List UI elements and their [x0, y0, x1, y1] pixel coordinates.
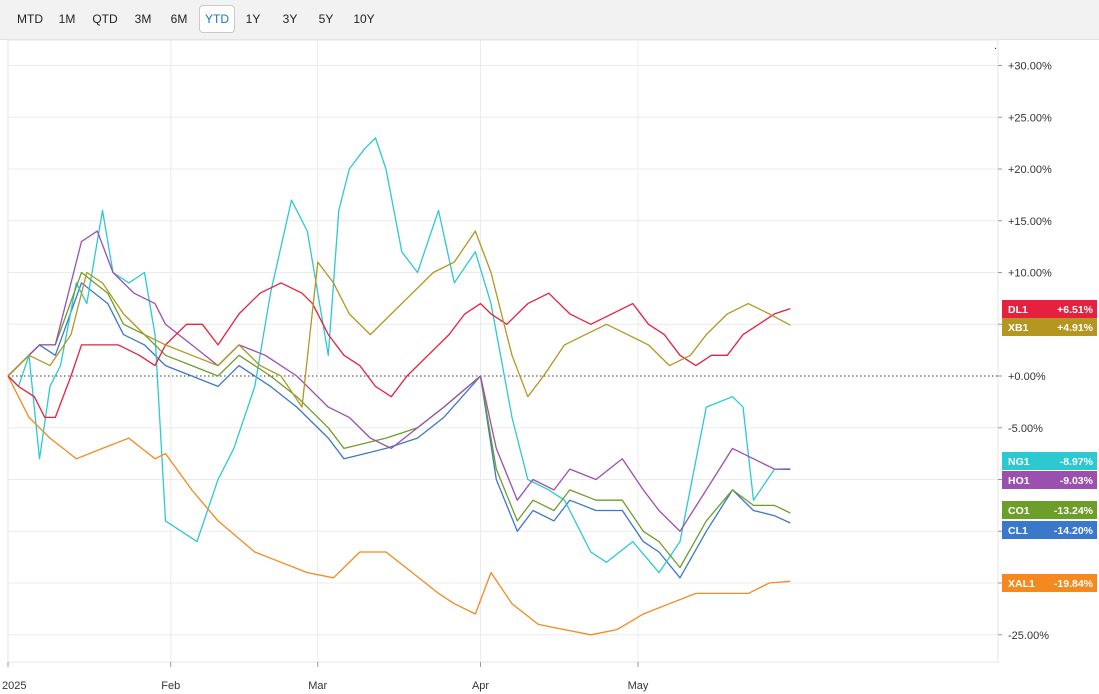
plot-area	[7, 39, 999, 663]
tag-ticker: NG1	[1008, 456, 1030, 468]
tag-value: +6.51%	[1057, 304, 1094, 316]
range-button-6m[interactable]: 6M	[170, 12, 188, 26]
last-value-tag-bg	[1002, 300, 1097, 318]
last-value-tag: CL1 -14.20%	[1002, 521, 1097, 539]
tag-value: +4.91%	[1057, 322, 1094, 334]
last-value-tag: NG1 -8.97%	[1002, 452, 1097, 470]
range-button-5y[interactable]: 5Y	[318, 12, 334, 26]
series-line-ng1	[7, 137, 791, 574]
tag-ticker: CL1	[1008, 525, 1028, 537]
x-tick-label: Feb	[161, 680, 180, 692]
last-value-tag-bg	[1002, 452, 1097, 470]
tag-value: -8.97%	[1060, 456, 1094, 468]
series-line-cl1	[7, 282, 791, 579]
range-button-mtd[interactable]: MTD	[17, 12, 43, 26]
range-button-3m[interactable]: 3M	[134, 12, 152, 26]
last-value-tag-bg	[1002, 501, 1097, 519]
tag-value: -9.03%	[1060, 475, 1094, 487]
range-button-ytd[interactable]: YTD	[199, 5, 235, 33]
range-button-1y[interactable]: 1Y	[245, 12, 261, 26]
range-button-3y[interactable]: 3Y	[282, 12, 298, 26]
y-tick-label: +10.00%	[1008, 268, 1052, 280]
x-tick-label: May	[628, 680, 649, 692]
tag-value: -13.24%	[1054, 505, 1094, 517]
last-value-tag: XAL1 -19.84%	[1002, 574, 1097, 592]
tag-ticker: CO1	[1008, 505, 1030, 517]
y-tick-label: +25.00%	[1008, 112, 1052, 124]
x-axis: 2025 Feb Mar Apr May	[2, 662, 649, 692]
tag-value: -19.84%	[1054, 578, 1094, 590]
series-line-ho1	[7, 230, 791, 532]
last-value-tag: DL1 +6.51%	[1002, 300, 1097, 318]
last-value-tag-bg	[1002, 471, 1097, 489]
x-tick-label: Apr	[472, 680, 489, 692]
y-tick-label: +15.00%	[1008, 216, 1052, 228]
y-tick-label: +20.00%	[1008, 164, 1052, 176]
last-value-tag: XB1 +4.91%	[1002, 318, 1097, 336]
series-line-dl1	[7, 282, 791, 419]
y-tick-label: +0.00%	[1008, 371, 1046, 383]
tag-ticker: HO1	[1008, 475, 1030, 487]
y-tick-label: +30.00%	[1008, 61, 1052, 73]
series-lines	[7, 137, 791, 636]
series-line-xal1	[7, 375, 791, 636]
last-value-tag: CO1 -13.24%	[1002, 501, 1097, 519]
y-tick-label: -25.00%	[1008, 630, 1049, 642]
grid-lines: .	[7, 39, 999, 663]
last-value-tag: HO1 -9.03%	[1002, 471, 1097, 489]
x-tick-label: 2025	[2, 680, 26, 692]
x-tick-label: Mar	[308, 680, 327, 692]
series-line-xb1	[7, 230, 791, 408]
tag-ticker: XAL1	[1008, 578, 1035, 590]
last-value-tag-bg	[1002, 318, 1097, 336]
range-button-10y[interactable]: 10Y	[353, 12, 375, 26]
last-value-tags: CL1 -14.20% NG1 -8.97% CO1 -13.24% XAL1 -19.84%…	[1002, 300, 1097, 592]
y-axis: +30.00%+25.00%+20.00%+15.00%+10.00%+5.00…	[998, 61, 1052, 642]
last-value-tag-bg	[1002, 521, 1097, 539]
plot-corner-dot: .	[994, 40, 997, 52]
tag-value: -14.20%	[1054, 525, 1094, 537]
range-button-qtd[interactable]: QTD	[92, 12, 118, 26]
y-tick-label: -5.00%	[1008, 423, 1043, 435]
tag-ticker: XB1	[1008, 322, 1029, 334]
tag-ticker: DL1	[1008, 304, 1028, 316]
last-value-tag-bg	[1002, 574, 1097, 592]
range-button-1m[interactable]: 1M	[58, 12, 76, 26]
